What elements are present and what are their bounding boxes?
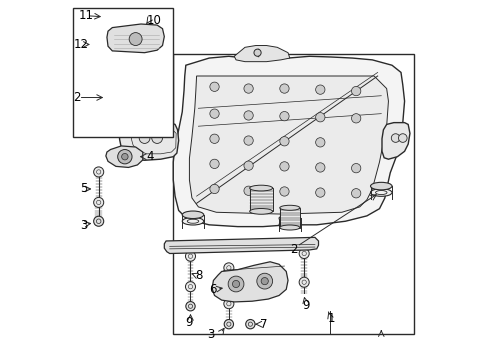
- Circle shape: [224, 263, 234, 273]
- Circle shape: [392, 134, 400, 142]
- Circle shape: [398, 134, 407, 142]
- Circle shape: [280, 187, 289, 196]
- Circle shape: [257, 273, 272, 289]
- Text: 3: 3: [207, 328, 215, 341]
- Circle shape: [210, 134, 219, 143]
- Circle shape: [280, 136, 289, 146]
- Text: 7: 7: [260, 318, 268, 331]
- Text: 4: 4: [147, 150, 154, 163]
- Text: 9: 9: [302, 299, 310, 312]
- Circle shape: [244, 111, 253, 120]
- Circle shape: [210, 109, 219, 118]
- Text: 2: 2: [74, 91, 81, 104]
- Circle shape: [245, 319, 255, 329]
- Bar: [73, 8, 173, 137]
- Circle shape: [244, 186, 253, 195]
- Ellipse shape: [182, 217, 204, 225]
- Circle shape: [210, 184, 219, 194]
- Circle shape: [280, 162, 289, 171]
- Circle shape: [299, 277, 309, 287]
- Ellipse shape: [370, 189, 392, 196]
- Circle shape: [210, 159, 219, 168]
- Circle shape: [351, 189, 361, 198]
- Circle shape: [351, 86, 361, 96]
- Ellipse shape: [106, 87, 129, 95]
- Circle shape: [139, 133, 150, 143]
- Ellipse shape: [280, 225, 300, 230]
- Circle shape: [316, 113, 325, 122]
- Polygon shape: [173, 56, 405, 226]
- Ellipse shape: [250, 185, 272, 191]
- Circle shape: [316, 138, 325, 147]
- Circle shape: [152, 133, 163, 143]
- Circle shape: [129, 33, 142, 45]
- Text: 6: 6: [209, 283, 216, 296]
- Text: 12: 12: [74, 38, 89, 51]
- Circle shape: [94, 216, 104, 226]
- Circle shape: [186, 251, 196, 261]
- Polygon shape: [120, 123, 179, 160]
- Text: 1: 1: [327, 311, 335, 325]
- Circle shape: [91, 40, 99, 49]
- Text: 2: 2: [290, 243, 297, 256]
- Circle shape: [186, 282, 196, 292]
- Circle shape: [210, 82, 219, 91]
- Circle shape: [316, 163, 325, 172]
- Polygon shape: [164, 237, 318, 253]
- Polygon shape: [190, 76, 389, 214]
- Circle shape: [261, 278, 269, 285]
- Text: 11: 11: [78, 9, 93, 22]
- Circle shape: [232, 280, 240, 288]
- Bar: [250, 188, 272, 211]
- Circle shape: [102, 13, 111, 21]
- Circle shape: [316, 188, 325, 197]
- Text: 3: 3: [80, 219, 87, 232]
- Ellipse shape: [106, 94, 129, 102]
- Polygon shape: [234, 45, 290, 62]
- Circle shape: [351, 163, 361, 173]
- Circle shape: [299, 248, 309, 258]
- Circle shape: [224, 299, 234, 309]
- Circle shape: [280, 84, 289, 93]
- Circle shape: [118, 149, 132, 164]
- Bar: [280, 208, 300, 228]
- Polygon shape: [382, 123, 410, 159]
- Bar: [173, 54, 414, 334]
- Ellipse shape: [279, 221, 300, 229]
- Circle shape: [351, 114, 361, 123]
- Circle shape: [224, 319, 234, 329]
- Polygon shape: [106, 146, 143, 167]
- Ellipse shape: [370, 182, 392, 190]
- Polygon shape: [107, 24, 164, 53]
- Circle shape: [244, 84, 253, 93]
- Polygon shape: [212, 262, 288, 302]
- Circle shape: [94, 197, 104, 207]
- Circle shape: [244, 136, 253, 145]
- Ellipse shape: [182, 211, 204, 219]
- Text: 8: 8: [195, 269, 202, 282]
- Circle shape: [94, 167, 104, 177]
- Text: 10: 10: [147, 14, 161, 27]
- Ellipse shape: [280, 205, 300, 210]
- Circle shape: [228, 276, 244, 292]
- Circle shape: [280, 112, 289, 121]
- Circle shape: [316, 85, 325, 94]
- Circle shape: [122, 153, 128, 160]
- Text: 9: 9: [185, 316, 193, 329]
- Ellipse shape: [279, 215, 300, 222]
- Ellipse shape: [250, 208, 272, 214]
- Circle shape: [244, 161, 253, 170]
- Circle shape: [186, 302, 195, 311]
- Text: 5: 5: [80, 183, 87, 195]
- Circle shape: [254, 49, 261, 56]
